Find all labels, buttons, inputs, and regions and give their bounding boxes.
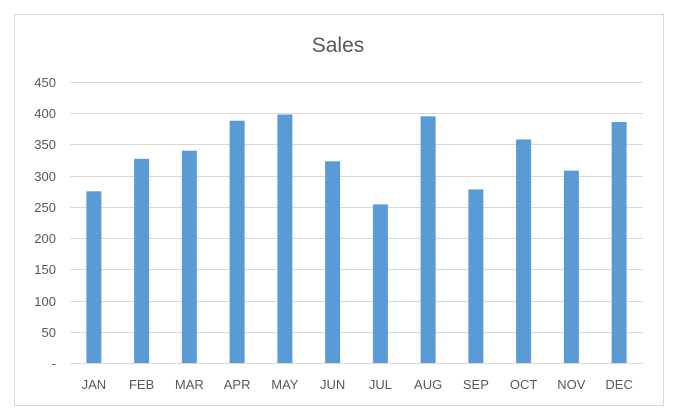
x-tick-label: MAY — [271, 377, 299, 392]
y-tick-label: 350 — [34, 137, 56, 152]
y-tick-label: 450 — [34, 75, 56, 90]
x-tick-label: FEB — [129, 377, 154, 392]
bar-apr — [229, 120, 245, 364]
bar-dec — [611, 121, 627, 363]
bar-jan — [86, 191, 102, 363]
y-tick-label: 250 — [34, 200, 56, 215]
x-axis: JAN FEB MAR APR MAY JUN JUL AUG SEP OCT NOV DEC — [82, 377, 633, 392]
gridlines — [70, 82, 643, 364]
x-tick-label: OCT — [510, 377, 538, 392]
bars — [86, 114, 627, 364]
bar-may — [277, 114, 293, 364]
x-tick-label: JUL — [369, 377, 392, 392]
x-tick-label: AUG — [414, 377, 442, 392]
y-tick-label: 300 — [34, 169, 56, 184]
x-tick-label: APR — [224, 377, 251, 392]
y-tick-label: 50 — [42, 325, 56, 340]
y-tick-label: 400 — [34, 106, 56, 121]
chart-title: Sales — [312, 34, 365, 57]
x-tick-label: JAN — [82, 377, 107, 392]
bar-oct — [516, 139, 532, 363]
x-tick-label: NOV — [557, 377, 586, 392]
y-axis: - 50 100 150 200 250 300 350 400 450 — [34, 75, 56, 371]
x-tick-label: JUN — [320, 377, 345, 392]
y-tick-label: - — [52, 356, 56, 371]
bar-aug — [420, 116, 436, 363]
x-tick-label: SEP — [463, 377, 489, 392]
bar-jul — [372, 204, 388, 363]
bar-sep — [468, 189, 484, 363]
bar-feb — [134, 158, 150, 363]
bar-nov — [563, 170, 579, 363]
y-tick-label: 150 — [34, 262, 56, 277]
y-tick-label: 200 — [34, 231, 56, 246]
bar-mar — [181, 150, 197, 363]
y-tick-label: 100 — [34, 294, 56, 309]
x-tick-label: DEC — [605, 377, 632, 392]
x-tick-label: MAR — [175, 377, 204, 392]
bar-jun — [325, 161, 341, 363]
